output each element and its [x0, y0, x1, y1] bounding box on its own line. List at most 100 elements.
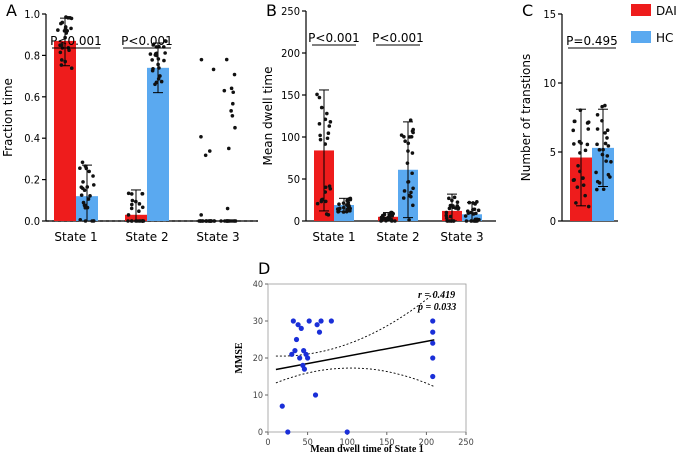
data-dot	[126, 219, 130, 223]
data-dot	[156, 77, 161, 81]
scatter-point	[290, 318, 296, 324]
data-dot	[605, 136, 609, 140]
data-dot	[410, 151, 415, 155]
scatter-point	[314, 322, 320, 328]
data-dot	[319, 105, 324, 110]
legend-label-hc: HC	[656, 31, 673, 45]
data-dot	[469, 219, 474, 223]
data-dot	[389, 218, 394, 222]
data-dot	[581, 183, 586, 187]
ci-upper	[275, 292, 435, 357]
scatter-point	[328, 318, 334, 324]
data-dot	[224, 57, 229, 62]
data-dot	[393, 219, 397, 223]
y-axis-label: MMSE	[234, 342, 245, 373]
data-dot	[158, 74, 162, 78]
data-dot	[87, 169, 91, 174]
data-dot	[80, 160, 85, 165]
data-dot	[345, 207, 349, 212]
data-dot	[341, 210, 346, 214]
scatter-point	[305, 355, 311, 361]
data-dot	[69, 66, 74, 71]
data-dot	[390, 211, 395, 216]
data-dot	[326, 131, 331, 136]
y-tick-label: 15	[543, 8, 556, 21]
data-dot	[317, 95, 322, 100]
data-dot	[207, 149, 212, 153]
scatter-point	[430, 373, 436, 380]
data-dot	[130, 198, 135, 203]
y-tick-label: 10	[253, 391, 263, 401]
scatter-point	[292, 348, 298, 354]
data-dot	[126, 213, 131, 217]
data-dot	[600, 152, 605, 157]
data-dot	[64, 31, 69, 35]
x-tick-label: 100	[339, 438, 354, 448]
data-dot	[207, 219, 212, 223]
data-dot	[606, 172, 611, 177]
data-dot	[583, 193, 587, 198]
data-dot	[126, 191, 131, 196]
data-dot	[78, 218, 83, 222]
data-dot	[317, 122, 322, 126]
scatter-point	[289, 351, 295, 357]
data-dot	[222, 88, 227, 93]
data-dot	[226, 146, 231, 151]
data-dot	[603, 141, 608, 146]
y-tick-label: 250	[281, 5, 300, 18]
y-tick-label: 0	[550, 215, 556, 228]
data-dot	[345, 203, 349, 207]
data-dot	[409, 190, 413, 195]
data-dot	[407, 135, 412, 139]
data-dot	[199, 57, 204, 62]
data-dot	[469, 210, 473, 215]
data-dot	[230, 114, 235, 118]
data-dot	[83, 205, 88, 210]
data-dot	[448, 214, 453, 219]
data-dot	[83, 219, 88, 223]
data-dot	[58, 50, 63, 55]
bar-dai-0	[54, 40, 76, 221]
data-dot	[315, 201, 320, 206]
data-dot	[408, 118, 413, 123]
bar-hc-1	[147, 67, 169, 221]
y-tick-label: 0.4	[24, 132, 40, 145]
y-tick-label: 0.8	[24, 49, 40, 62]
legend: DAI HC	[631, 4, 677, 45]
scatter-point	[279, 403, 285, 409]
data-dot	[199, 134, 203, 139]
data-dot	[318, 137, 323, 142]
x-tick-label: 150	[379, 438, 394, 448]
data-dot	[204, 219, 209, 223]
scatter-point	[301, 366, 308, 372]
data-dot	[345, 198, 349, 203]
data-dot	[225, 219, 230, 223]
y-tick-label: 5	[550, 146, 556, 159]
data-dot	[56, 28, 60, 32]
scatter-point	[306, 318, 312, 324]
data-dot	[577, 139, 582, 144]
x-tick-label: 50	[302, 438, 312, 448]
data-dot	[157, 66, 161, 70]
scatter-point	[430, 318, 436, 324]
scatter-point	[312, 392, 319, 398]
data-dot	[156, 62, 160, 67]
scatter-point	[297, 355, 303, 361]
data-dot	[411, 203, 415, 208]
data-dot	[59, 63, 64, 67]
data-dot	[341, 205, 346, 210]
data-dot	[153, 51, 158, 56]
data-dot	[453, 206, 458, 210]
data-dot	[406, 149, 410, 153]
y-tick-label: 40	[253, 280, 263, 290]
data-dot	[129, 219, 134, 223]
data-dot	[444, 216, 449, 220]
data-dot	[199, 213, 203, 217]
data-dot	[403, 139, 407, 143]
data-dot	[379, 215, 384, 220]
data-dot	[81, 180, 85, 184]
data-dot	[137, 219, 141, 223]
y-tick-label: 20	[253, 354, 263, 364]
data-dot	[606, 144, 611, 148]
data-dot	[471, 201, 475, 205]
